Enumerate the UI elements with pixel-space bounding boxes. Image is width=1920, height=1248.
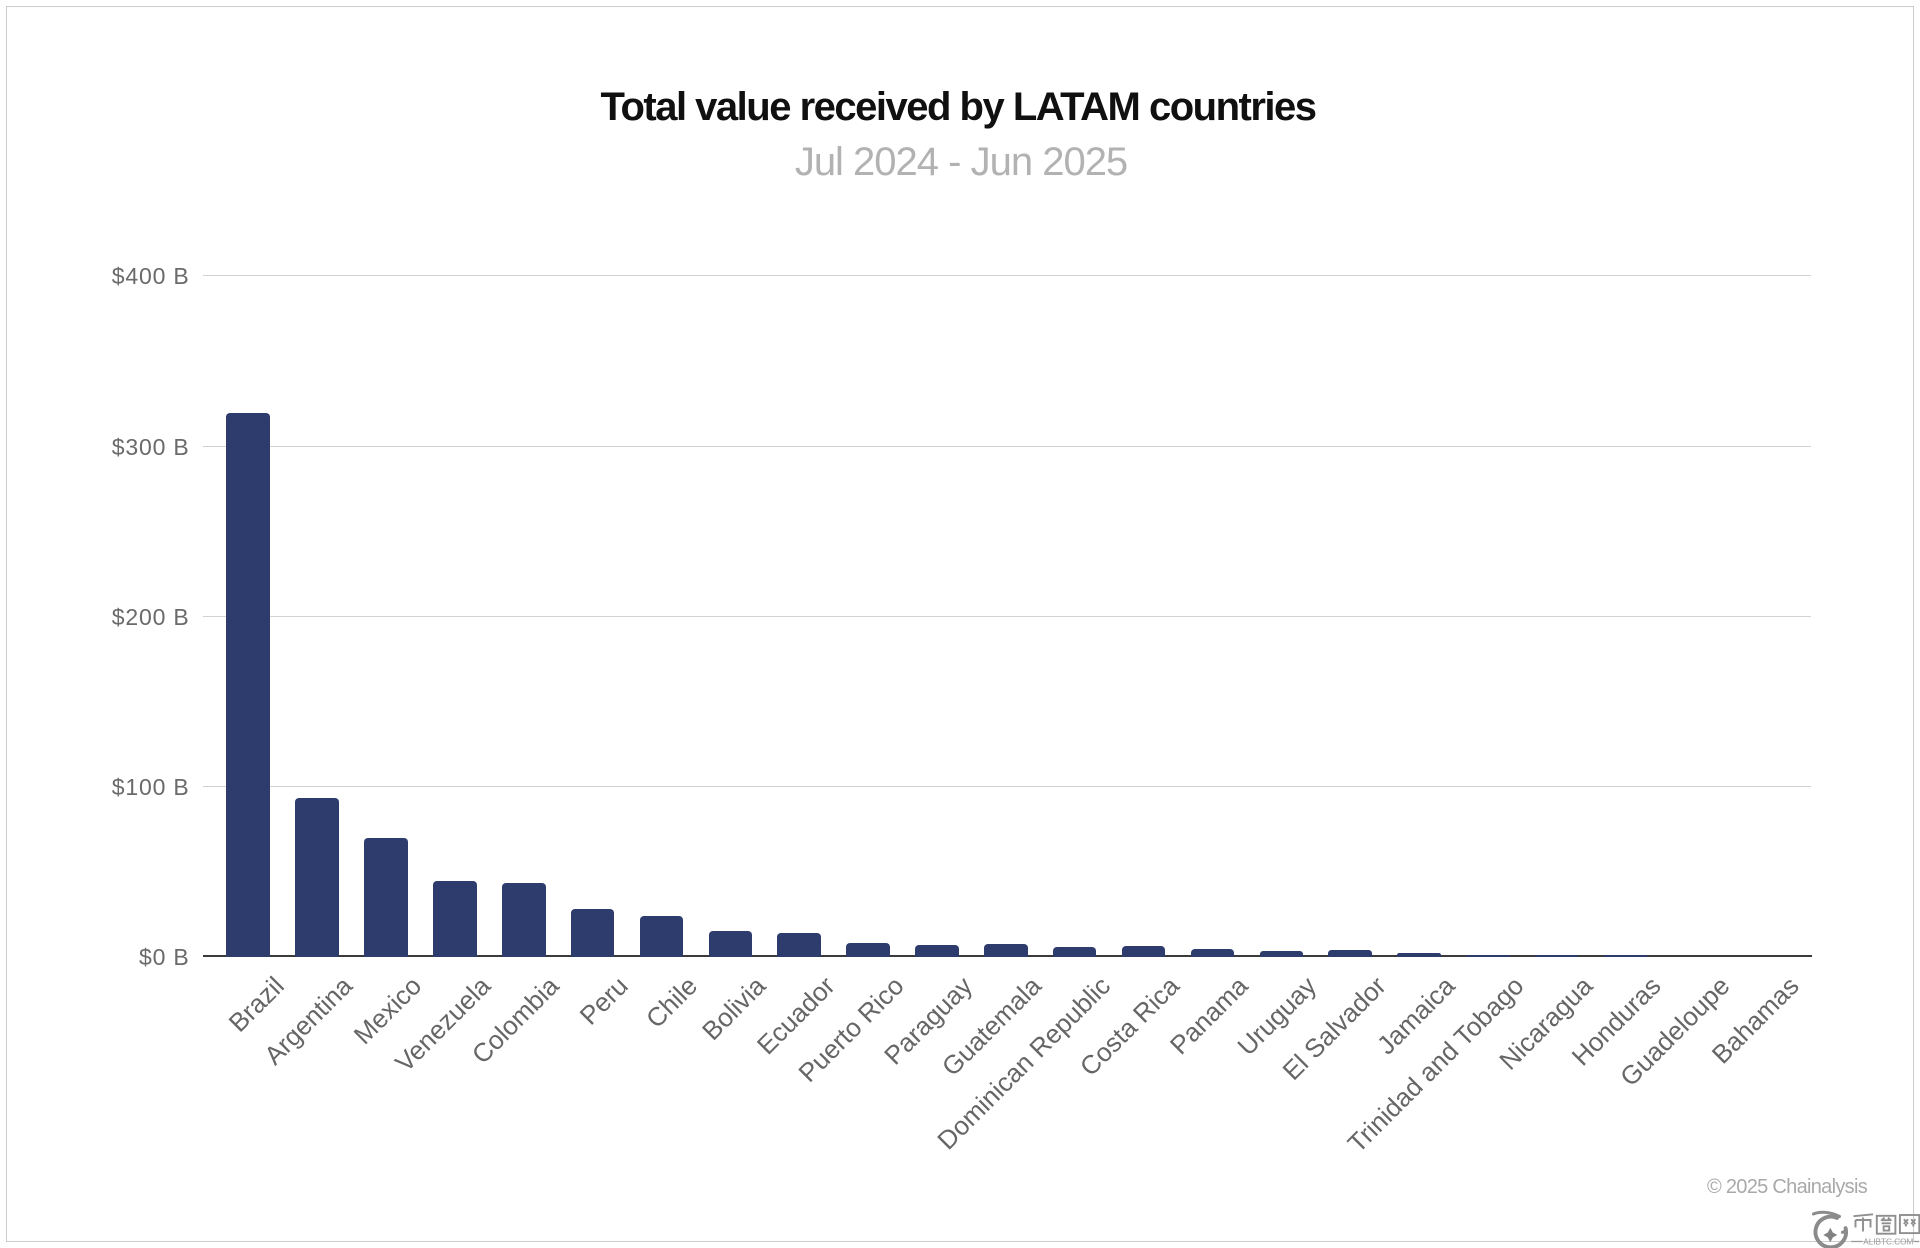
svg-text:ALIBTC.COM: ALIBTC.COM [1863,1237,1913,1246]
